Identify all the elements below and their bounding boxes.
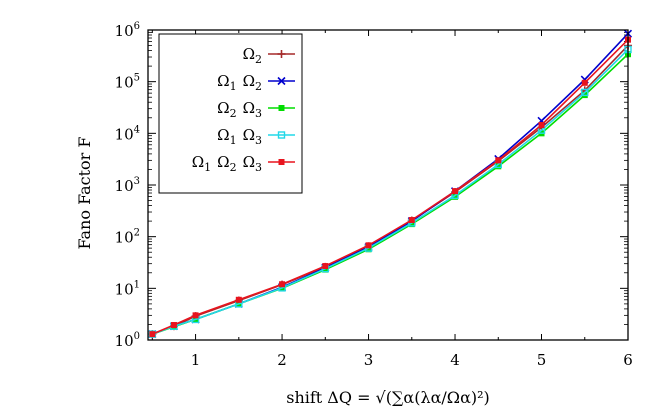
data-point-1-2-3 <box>279 281 286 288</box>
data-point-1-2-3 <box>495 157 502 164</box>
legend: Ω2 Ω1 Ω2 Ω2 Ω3 Ω1 Ω3 Ω1 Ω2 Ω3 <box>158 33 303 194</box>
data-point-2-3 <box>408 221 415 228</box>
data-point-1-2-3 <box>538 121 545 128</box>
y-axis-title-group: Fano Factor F <box>75 137 94 250</box>
data-point-1-2-3 <box>408 217 415 224</box>
y-tick-label-2: 102 <box>115 228 140 247</box>
x-tick-label-5: 5 <box>537 351 547 369</box>
data-point-1-2-3 <box>170 322 177 329</box>
data-point-1-2-3 <box>452 188 459 195</box>
legend-swatch-marker-1-2 <box>277 76 286 86</box>
legend-label-1-2: Ω1 Ω2 <box>217 72 262 93</box>
legend-label-2-3: Ω2 Ω3 <box>217 99 262 120</box>
x-tick-label-1: 1 <box>191 351 201 369</box>
plot-frame <box>147 29 629 341</box>
x-tick-label-3: 3 <box>364 351 374 369</box>
y-axis-title: Fano Factor F <box>75 137 94 250</box>
legend-box <box>158 33 303 194</box>
legend-label-1-3: Ω1 Ω3 <box>217 126 262 147</box>
data-point-2-3 <box>452 193 459 200</box>
data-point-2-3 <box>495 163 502 170</box>
y-tick-label-1: 101 <box>115 279 140 298</box>
data-point-1-2-3 <box>322 263 329 270</box>
legend-label-1-2-3: Ω1 Ω2 Ω3 <box>192 153 262 174</box>
y-tick-label-5: 105 <box>115 73 140 92</box>
legend-swatch-marker-2 <box>277 50 286 58</box>
x-marker-b <box>277 76 286 86</box>
x-tick-label-4: 4 <box>450 351 460 369</box>
data-point-1-2-3 <box>149 331 156 338</box>
y-tick-label-0: 100 <box>115 331 140 350</box>
x-tick-label-6: 6 <box>623 351 633 369</box>
y-tick-label-3: 103 <box>115 176 140 195</box>
y-tick-label-6: 106 <box>115 21 140 40</box>
data-point-1-3 <box>581 88 589 97</box>
x-axis-title: shift ΔQ = √(∑α(λα/Ωα)²) <box>286 388 490 407</box>
data-point-1-2-3 <box>192 312 199 319</box>
data-point-1-2-3 <box>365 242 372 249</box>
legend-swatch-marker-1-3 <box>277 131 286 139</box>
data-series <box>148 29 633 339</box>
data-point-2-3 <box>365 246 372 253</box>
legend-swatch-marker-2-3 <box>278 105 285 111</box>
data-point-2-3 <box>322 266 329 273</box>
legend-swatch-marker-1-2-3 <box>278 159 285 165</box>
x-tick-label-2: 2 <box>277 351 287 369</box>
y-tick-label-4: 104 <box>115 124 140 143</box>
data-point-1-2-3 <box>581 79 588 86</box>
legend-label-2: Ω2 <box>243 45 262 66</box>
data-point-1-2-3 <box>235 296 242 303</box>
